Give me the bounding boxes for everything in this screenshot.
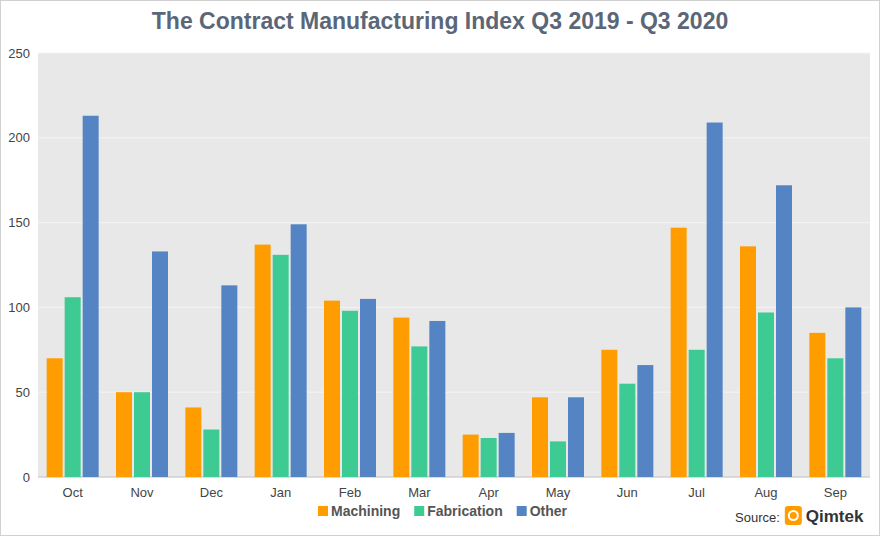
logo-icon: [785, 506, 802, 525]
bar: [776, 185, 792, 477]
bar: [463, 435, 479, 477]
bar: [342, 311, 358, 477]
bar: [83, 116, 99, 477]
y-tick-label: 200: [8, 130, 30, 145]
x-tick-label: Jul: [688, 485, 705, 500]
bar: [185, 407, 201, 477]
source-brand: Qimtek: [806, 507, 864, 526]
legend-swatch: [517, 506, 527, 516]
bar: [291, 224, 307, 477]
grid-line: [38, 53, 870, 54]
bar: [47, 358, 63, 477]
bar: [550, 441, 566, 477]
bar: [203, 430, 219, 477]
plot-background: [38, 53, 870, 477]
grid-line: [38, 137, 870, 138]
bar: [273, 255, 289, 477]
bar: [827, 358, 843, 477]
x-tick-label: Oct: [63, 485, 84, 500]
bar: [360, 299, 376, 477]
bar: [481, 438, 497, 477]
title: The Contract Manufacturing Index Q3 2019…: [152, 8, 728, 34]
bar: [619, 384, 635, 477]
bar: [116, 392, 132, 477]
chart: The Contract Manufacturing Index Q3 2019…: [0, 0, 880, 536]
bar: [134, 392, 150, 477]
legend-swatch: [414, 506, 424, 516]
x-tick-label: Nov: [130, 485, 154, 500]
logo-icon-ring: [789, 511, 798, 520]
bar: [707, 123, 723, 477]
bar: [601, 350, 617, 477]
legend-swatch: [318, 506, 328, 516]
bar: [845, 307, 861, 477]
x-tick-label: Sep: [824, 485, 847, 500]
bar: [568, 397, 584, 477]
bar: [499, 433, 515, 477]
x-tick-label: Jan: [270, 485, 291, 500]
legend-label: Fabrication: [427, 503, 502, 519]
y-tick-label: 250: [8, 46, 30, 61]
x-tick-label: Aug: [754, 485, 777, 500]
y-tick-label: 150: [8, 215, 30, 230]
x-tick-label: Dec: [200, 485, 224, 500]
bar: [429, 321, 445, 477]
bar: [637, 365, 653, 477]
legend-label: Machining: [331, 503, 400, 519]
x-tick-label: Mar: [408, 485, 431, 500]
x-tick-label: May: [546, 485, 571, 500]
grid-line: [38, 222, 870, 223]
source-label: Source:: [735, 510, 780, 525]
y-tick-label: 100: [8, 300, 30, 315]
bar: [152, 251, 168, 477]
y-tick-label: 0: [23, 470, 30, 485]
x-tick-label: Feb: [339, 485, 361, 500]
bar: [671, 228, 687, 477]
bar: [65, 297, 81, 477]
frame: [1, 1, 880, 536]
bar: [255, 245, 271, 477]
bar: [689, 350, 705, 477]
bar: [324, 301, 340, 477]
x-tick-label: Apr: [479, 485, 500, 500]
bar: [532, 397, 548, 477]
bar: [809, 333, 825, 477]
bar: [740, 246, 756, 477]
bar: [221, 285, 237, 477]
bar: [411, 346, 427, 477]
bar: [393, 318, 409, 477]
bar: [758, 312, 774, 477]
legend: Machining Fabrication Other: [318, 503, 568, 519]
x-tick-label: Jun: [617, 485, 638, 500]
legend-label: Other: [530, 503, 568, 519]
y-tick-label: 50: [16, 385, 30, 400]
